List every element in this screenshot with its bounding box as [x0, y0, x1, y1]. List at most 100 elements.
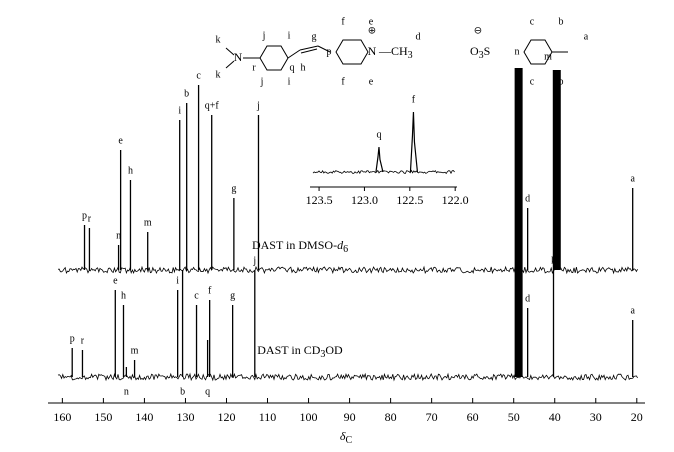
atom-label: n [515, 46, 520, 57]
trace-label-part: OD [325, 343, 343, 357]
atom-label: —CH [378, 44, 408, 58]
baseline-noise [57, 265, 638, 275]
atom-label: h [301, 62, 306, 73]
inset-peak-label: f [412, 94, 416, 105]
atom-label: N [234, 50, 243, 64]
atom-label: f [341, 16, 345, 27]
trace-label-part: 6 [343, 244, 348, 255]
ring [259, 45, 289, 71]
peak-label: h [121, 290, 126, 301]
atom-label: i [288, 30, 291, 41]
x-tick-label: 60 [467, 410, 479, 424]
x-tick-label: 140 [135, 410, 153, 424]
inset-tick-label: 123.5 [306, 193, 333, 207]
atom-label: O3S [470, 44, 490, 62]
peak-label: n [124, 386, 129, 397]
peak-label: i [178, 105, 181, 116]
atom-label: j [260, 76, 264, 87]
trace-label-part: 3 [320, 349, 325, 360]
x-tick-label: 110 [259, 410, 277, 424]
atom-label: e [369, 76, 374, 87]
peak-label: p [82, 210, 87, 221]
x-tick-label: 100 [300, 410, 318, 424]
peak-label: f [208, 285, 212, 296]
trace-label: DAST in CD3OD [257, 343, 343, 361]
x-tick-label: 90 [344, 410, 356, 424]
inset-tick-label: 123.0 [351, 193, 378, 207]
atom-label: O [470, 44, 479, 58]
inset-tick-label: 122.0 [442, 193, 469, 207]
peak-label: p [70, 333, 75, 344]
peak-label: c [196, 70, 201, 81]
peak-label: g [231, 183, 236, 194]
atom-label: d [416, 31, 421, 42]
peak-label: j [256, 100, 260, 111]
x-tick-label: 70 [426, 410, 438, 424]
atom-label: f [341, 76, 345, 87]
x-axis-label: C [345, 435, 352, 446]
x-tick-label: 50 [508, 410, 520, 424]
peak-label: r [81, 335, 85, 346]
atom-label: ⊖ [474, 25, 482, 36]
peak-label: h [128, 165, 133, 176]
bond [317, 45, 331, 53]
bond [225, 60, 235, 69]
trace-label-part: DAST in DMSO- [252, 238, 337, 252]
atom-label: N [368, 44, 377, 58]
atom-label: p [327, 46, 332, 57]
peak-label: q [205, 386, 210, 397]
peak-label: c [194, 290, 199, 301]
bond [300, 48, 318, 54]
atom-label: q [290, 62, 295, 73]
peak-label: e [113, 275, 118, 286]
peak-label: a [630, 305, 635, 316]
atom-label: b [559, 16, 564, 27]
x-tick-label: 20 [631, 410, 643, 424]
peak-label: d [525, 193, 530, 204]
atom-label: c [530, 16, 535, 27]
inset-tick-label: 122.5 [396, 193, 423, 207]
atom-label: j [262, 30, 266, 41]
inset-peak-label: q [376, 129, 381, 140]
atom-label: 3 [408, 50, 413, 61]
trace-label: DAST in DMSO-d6 [252, 238, 348, 256]
atom-label: b [559, 76, 564, 87]
trace-label-part: DAST in CD [257, 343, 320, 357]
structure: k k N j i r q j i g h f e p f e N ⊕ —CH3… [216, 16, 589, 87]
bond [225, 47, 235, 56]
inset-peak [375, 146, 384, 173]
x-tick-label: 150 [94, 410, 112, 424]
peak-label: i [176, 275, 179, 286]
ring [335, 39, 369, 65]
peak-label: b [180, 386, 185, 397]
peak-label: r [88, 213, 92, 224]
atom-label: g [312, 31, 317, 42]
peak-label: m [131, 345, 139, 356]
trace-label-part: d [337, 238, 344, 252]
peak-label: g [230, 290, 235, 301]
peak-label: k [551, 255, 556, 266]
baseline-noise [57, 372, 638, 382]
peak-label: n [116, 230, 121, 241]
atom-label: e [369, 16, 374, 27]
atom-label: k [216, 34, 221, 45]
peak-label: j [252, 255, 256, 266]
baseline-noise [312, 169, 455, 175]
atom-label: 3 [479, 50, 484, 61]
bond [299, 45, 319, 51]
atom-label: a [584, 31, 589, 42]
peak-label: m [144, 217, 152, 228]
atom-label: m [544, 51, 552, 62]
x-tick-label: 30 [590, 410, 602, 424]
x-tick-label: 80 [385, 410, 397, 424]
x-axis-label: δ [340, 429, 346, 443]
peak-label: e [118, 135, 123, 146]
peak-label: b [184, 88, 189, 99]
inset-peak [409, 111, 419, 173]
peak-label: q+f [205, 100, 220, 111]
atom-label: c [530, 76, 535, 87]
atom-label: S [484, 44, 491, 58]
peak-label: a [630, 173, 635, 184]
